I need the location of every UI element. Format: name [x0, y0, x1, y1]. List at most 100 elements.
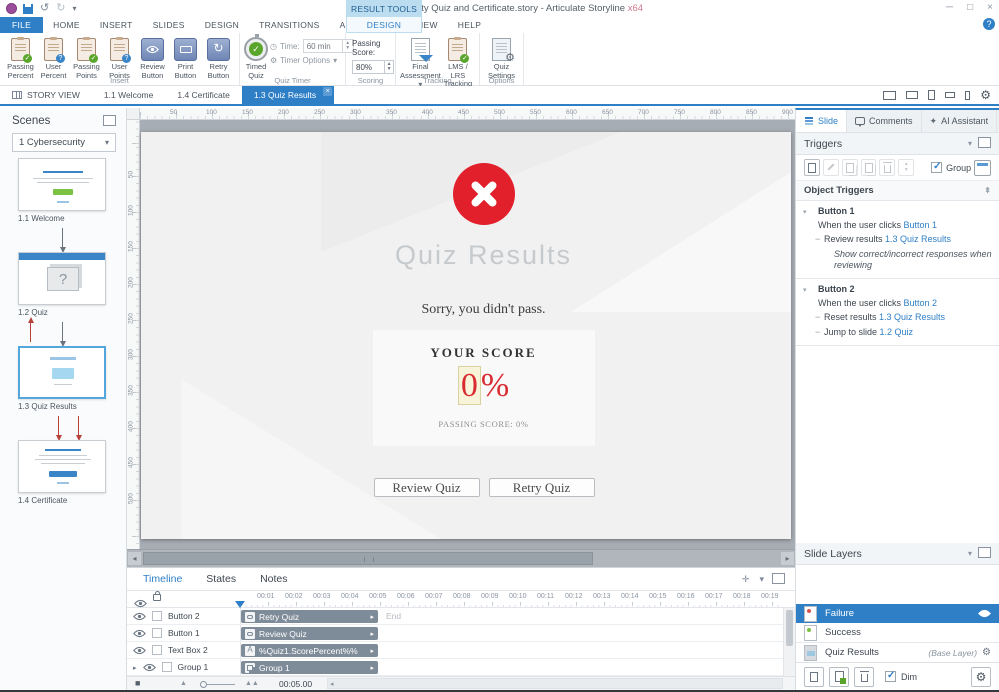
score-value[interactable]: 0%	[334, 366, 634, 405]
final-assessment-button[interactable]: Final Assessment ▾	[400, 36, 441, 90]
app-logo-icon[interactable]	[6, 3, 17, 14]
bar-extend-arrow-icon[interactable]: ▸	[370, 664, 374, 672]
tab-help[interactable]: HELP	[457, 20, 482, 30]
landscape-preview-icon[interactable]	[906, 91, 919, 99]
tab-file[interactable]: FILE	[0, 17, 44, 33]
reorder-trigger-button[interactable]: ▲ ▼	[898, 159, 915, 176]
timeline-ruler[interactable]: 00:01 00:02 00:03 00:04 00:05 00:06 00:07 00:08…	[240, 591, 783, 607]
retry-quiz-button[interactable]: Retry Quiz	[488, 478, 595, 497]
time-spinbox[interactable]: 60 min ▲ ▼	[302, 39, 354, 53]
timeline-object-name[interactable]: Button 2	[168, 611, 200, 621]
lock-checkbox[interactable]	[152, 628, 162, 638]
new-trigger-button[interactable]	[804, 159, 820, 176]
layer-row-success[interactable]: Success	[796, 623, 999, 642]
collapse-layers-icon[interactable]	[978, 547, 991, 558]
slide-title[interactable]: Quiz Results	[394, 240, 573, 270]
trigger-line[interactable]: Jump to slide 1.2 Quiz	[815, 326, 993, 339]
timeline-object-name[interactable]: Group 1	[177, 662, 209, 672]
passing-points-button[interactable]: ✓ Passing Points	[70, 36, 103, 80]
visibility-eye-icon[interactable]	[133, 612, 146, 621]
undo-icon[interactable]: ↺	[40, 2, 50, 14]
delete-trigger-button[interactable]	[879, 159, 896, 176]
desktop-preview-icon[interactable]	[883, 90, 897, 100]
trigger-line[interactable]: When the user clicks Button 2	[818, 298, 938, 308]
trigger-line[interactable]: Show correct/incorrect responses when re…	[834, 248, 992, 270]
minimize-button[interactable]: ─	[946, 2, 954, 13]
preview-settings-gear-icon[interactable]: ⚙	[980, 88, 991, 102]
scroll-right-icon[interactable]: ▸	[781, 552, 794, 565]
fail-message[interactable]: Sorry, you didn't pass.	[421, 302, 546, 317]
save-icon[interactable]	[23, 3, 33, 14]
layers-menu-caret-icon[interactable]: ▾	[967, 549, 972, 558]
duplicate-layer-button[interactable]	[829, 666, 849, 687]
zoom-in-icon[interactable]: ▲▲	[245, 680, 259, 687]
quiz-settings-button[interactable]: ⚙ Quiz Settings	[484, 36, 519, 80]
timeline-horizontal-scrollbar[interactable]: ◂	[327, 678, 783, 689]
tab-design[interactable]: DESIGN	[204, 20, 240, 30]
tablet-portrait-preview-icon[interactable]	[928, 90, 936, 100]
playhead-icon[interactable]	[235, 601, 245, 608]
review-quiz-button[interactable]: Review Quiz	[373, 478, 480, 497]
stop-icon[interactable]: ■	[135, 678, 141, 688]
collapse-timeline-icon[interactable]	[772, 572, 785, 584]
collapse-section-icon[interactable]: ▾	[803, 287, 807, 294]
user-percent-button[interactable]: ? User Percent	[37, 36, 70, 80]
user-points-button[interactable]: ? User Points	[103, 36, 136, 80]
tab-slide-panel[interactable]: Slide	[796, 110, 848, 132]
bar-extend-arrow-icon[interactable]: ▸	[370, 647, 374, 655]
timeline-vertical-scrollbar[interactable]	[783, 608, 795, 676]
manage-variables-button[interactable]	[974, 159, 991, 176]
layer-row-quiz-results[interactable]: Quiz Results (Base Layer) ⚙	[796, 643, 999, 662]
tab-transitions[interactable]: TRANSITIONS	[259, 20, 320, 30]
trigger-line[interactable]: Review results 1.3 Quiz Results	[815, 234, 993, 246]
trigger-link[interactable]: Button 1	[903, 220, 938, 230]
delete-layer-button[interactable]	[854, 666, 874, 687]
collapse-all-triggers-icon[interactable]: ⇞	[984, 186, 991, 195]
layer-gear-icon[interactable]: ⚙	[982, 647, 991, 658]
tab-states[interactable]: States	[206, 573, 237, 585]
scene-thumbnail-welcome[interactable]	[18, 158, 106, 211]
maximize-button[interactable]: □	[967, 2, 974, 13]
lock-checkbox[interactable]	[152, 611, 162, 621]
trigger-link[interactable]: 1.3 Quiz Results	[879, 312, 946, 323]
timer-options-dropdown[interactable]: ⚙ Timer Options ▾	[270, 56, 338, 65]
tab-timeline[interactable]: Timeline	[143, 573, 183, 585]
tab-ai-assistant[interactable]: ✦ AI Assistant	[922, 110, 998, 132]
passing-score-spinbox[interactable]: 80% ▲ ▼	[352, 60, 394, 74]
trigger-line[interactable]: Reset results 1.3 Quiz Results	[815, 312, 993, 324]
collapse-triggers-icon[interactable]	[978, 137, 991, 148]
lms-lrs-tracking-button[interactable]: ✓ LMS / LRS Tracking	[441, 36, 475, 89]
timeline-object-bar[interactable]: Group 1 ▸	[241, 661, 378, 674]
tab-notes[interactable]: Notes	[260, 573, 288, 585]
copy-trigger-button[interactable]	[841, 159, 858, 176]
zoom-out-icon[interactable]: ▲	[180, 680, 187, 687]
passing-score-line[interactable]: PASSING SCORE: 0%	[438, 419, 529, 429]
visibility-column-eye-icon[interactable]	[134, 595, 147, 613]
new-layer-button[interactable]	[804, 666, 824, 687]
dim-checkbox[interactable]	[885, 670, 896, 682]
layer-row-failure[interactable]: Failure	[796, 604, 999, 623]
bar-extend-arrow-icon[interactable]: ▸	[370, 630, 374, 638]
tab-slide-1-1-welcome[interactable]: 1.1 Welcome	[103, 90, 154, 100]
slide-stage[interactable]: Quiz Results Sorry, you didn't pass. YOU…	[140, 132, 791, 539]
edit-trigger-button[interactable]	[822, 159, 839, 176]
collapse-panel-icon[interactable]	[103, 114, 116, 126]
timeline-track[interactable]: Group 1 ▸	[240, 659, 795, 675]
trigger-link[interactable]: Button 2	[903, 298, 938, 308]
tab-view[interactable]: VIEW	[414, 20, 438, 30]
scroll-left-icon[interactable]: ◂	[128, 552, 141, 565]
tab-home[interactable]: HOME	[53, 20, 80, 30]
scene-thumbnail-results[interactable]	[18, 346, 106, 399]
lock-checkbox[interactable]	[161, 662, 172, 672]
visibility-eye-icon[interactable]	[133, 629, 146, 638]
phone-preview-icon[interactable]	[965, 90, 971, 100]
print-button-button[interactable]: Print Button	[169, 36, 202, 80]
trigger-link[interactable]: 1.2 Quiz	[879, 326, 914, 337]
timeline-zoom-slider[interactable]	[200, 681, 235, 688]
trigger-link[interactable]: 1.3 Quiz Results	[885, 234, 952, 245]
close-tab-icon[interactable]: ×	[323, 87, 333, 96]
tab-slides[interactable]: SLIDES	[152, 20, 185, 30]
redo-icon[interactable]: ↻	[56, 2, 66, 14]
collapse-section-icon[interactable]: ▾	[803, 209, 807, 216]
visibility-eye-icon[interactable]	[133, 646, 146, 655]
